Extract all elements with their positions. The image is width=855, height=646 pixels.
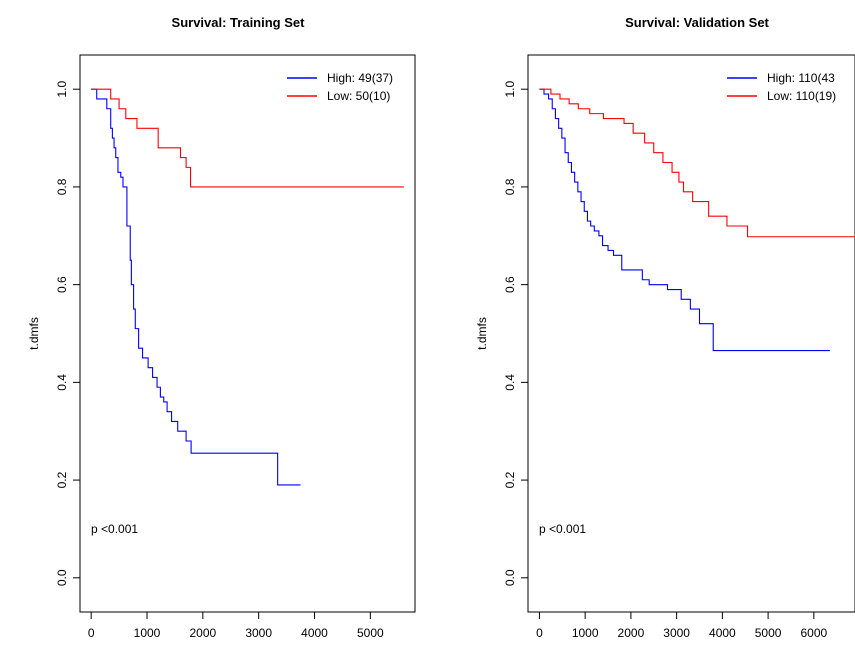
panel-1: Survival: Training Set 0 1000 2000 3000 4000 5… <box>27 15 416 640</box>
x-tick-label: 5000 <box>755 626 782 640</box>
y-tick-label: 1.0 <box>55 81 69 98</box>
series-group <box>539 88 855 352</box>
p-value-annotation: p <0.001 <box>539 522 586 536</box>
x-tick-label: 5000 <box>357 626 384 640</box>
p-value-annotation: p <0.001 <box>91 522 138 536</box>
x-tick-label: 3000 <box>245 626 272 640</box>
y-tick-label: 0.6 <box>503 276 517 293</box>
x-tick-label: 1000 <box>572 626 599 640</box>
y-tick-label: 1.0 <box>503 81 517 98</box>
y-axis-label: t.dmfs <box>27 317 41 350</box>
y-tick-label: 0.2 <box>503 471 517 488</box>
y-tick-label: 0.0 <box>55 569 69 586</box>
y-tick-label: 0.2 <box>55 471 69 488</box>
x-tick-label: 2000 <box>618 626 645 640</box>
legend-label: High: 49(37) <box>327 71 393 85</box>
plot-frame <box>79 54 416 613</box>
plot-frame <box>527 54 855 613</box>
y-tick-label: 0.8 <box>503 178 517 195</box>
x-tick-label: 4000 <box>709 626 736 640</box>
x-tick-label: 2000 <box>189 626 216 640</box>
series-line-low <box>91 88 404 188</box>
legend-label: Low: 110(19) <box>767 89 836 103</box>
x-tick-label: 0 <box>88 626 95 640</box>
series-line-high <box>91 88 301 486</box>
y-axis-label: t.dmfs <box>475 317 489 350</box>
x-tick-label: 4000 <box>301 626 328 640</box>
series-line-high <box>539 88 830 352</box>
chart-title: Survival: Training Set <box>172 15 306 30</box>
panel-2: Survival: Validation Set 0 1000 2000 3000 400… <box>475 15 855 640</box>
legend-label: High: 110(43 <box>767 71 835 85</box>
y-tick-label: 0.8 <box>55 178 69 195</box>
series-group <box>91 88 404 486</box>
x-tick-label: 3000 <box>663 626 690 640</box>
series-line-low <box>539 88 855 238</box>
y-tick-label: 0.4 <box>55 374 69 391</box>
x-tick-label: 1000 <box>134 626 161 640</box>
y-tick-label: 0.4 <box>503 374 517 391</box>
legend-label: Low: 50(10) <box>327 89 390 103</box>
y-tick-label: 0.0 <box>503 569 517 586</box>
x-tick-label: 6000 <box>800 626 827 640</box>
chart-title: Survival: Validation Set <box>625 15 769 30</box>
y-tick-label: 0.6 <box>55 276 69 293</box>
x-tick-label: 0 <box>536 626 543 640</box>
